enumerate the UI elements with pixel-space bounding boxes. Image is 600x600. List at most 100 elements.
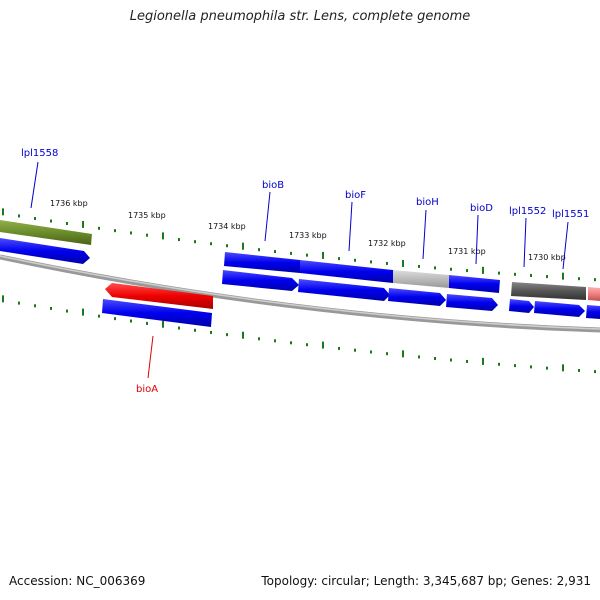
gene-arrow[interactable] [298,279,390,301]
minor-tick [594,370,596,374]
gene-bioB-outer[interactable] [224,252,300,273]
minor-tick [338,346,340,350]
minor-tick [578,277,580,281]
major-tick [562,364,564,372]
major-tick [482,357,484,365]
major-tick [402,259,404,267]
major-tick [82,308,84,316]
gene-lpl1552-outer[interactable] [511,282,586,300]
minor-tick [98,314,100,318]
minor-tick [226,244,228,248]
gene-arrow[interactable] [509,299,534,313]
minor-tick [178,238,180,242]
minor-tick [434,266,436,270]
minor-tick [546,275,548,279]
minor-tick [386,352,388,356]
gene-arrow[interactable] [388,288,446,306]
major-tick [242,331,244,339]
gene-bioH-outer[interactable] [393,270,449,288]
major-tick [2,208,4,216]
genome-backbone-highlight [0,255,600,330]
gene-label-lpl1558[interactable]: lpl1558 [21,148,58,159]
label-leader [523,217,527,268]
gene-bioD-outer[interactable] [449,275,500,293]
minor-tick [178,326,180,330]
gene-label-bioF[interactable]: bioF [345,190,366,201]
minor-tick [226,333,228,337]
gene-arrow[interactable] [102,299,212,327]
minor-tick [274,250,276,254]
label-leader [30,161,39,209]
major-tick [242,242,244,250]
scale-ticks-inner [2,295,596,374]
minor-tick [98,226,100,230]
major-tick [322,251,324,259]
major-tick [82,220,84,228]
minor-tick [466,359,468,363]
minor-tick [306,343,308,347]
minor-tick [370,260,372,264]
minor-tick [274,339,276,343]
minor-tick [514,364,516,368]
label-leader [147,335,154,379]
minor-tick [146,233,148,237]
minor-tick [594,278,596,282]
minor-tick [114,317,116,321]
scale-label: 1732 kbp [368,239,406,248]
minor-tick [418,264,420,268]
gene-lpl1551-outer[interactable] [588,287,600,301]
gene-arrow[interactable] [446,294,498,311]
major-tick [162,320,164,328]
minor-tick [146,321,148,325]
minor-tick [466,269,468,273]
gene-label-lpl1552[interactable]: lpl1552 [509,206,546,217]
minor-tick [210,242,212,246]
minor-tick [338,257,340,261]
accession-text: Accession: NC_006369 [9,574,146,588]
gene-bioF-outer[interactable] [300,260,393,283]
minor-tick [50,219,52,223]
gene-bioA-arrow[interactable] [105,283,213,309]
scale-ticks-outer [2,208,596,282]
scale-label: 1734 kbp [208,222,246,231]
gene-lpl1558-outer[interactable] [0,220,92,245]
minor-tick [354,258,356,262]
gene-track-outer [0,220,600,301]
minor-tick [34,304,36,308]
minor-tick [418,355,420,359]
major-tick [482,266,484,274]
gene-label-bioH[interactable]: bioH [416,197,439,208]
gene-label-lpl1551[interactable]: lpl1551 [552,209,589,220]
gene-arrow[interactable] [586,305,600,319]
minor-tick [18,301,20,305]
map-title: Legionella pneumophila str. Lens, comple… [129,9,471,24]
scale-label: 1736 kbp [50,199,88,208]
gene-label-bioB[interactable]: bioB [262,180,284,191]
minor-tick [530,365,532,369]
major-tick [402,350,404,358]
minor-tick [114,229,116,233]
major-tick [162,232,164,240]
minor-tick [450,358,452,362]
gene-label-bioA[interactable]: bioA [136,384,158,395]
gene-arrow[interactable] [534,301,585,317]
minor-tick [290,251,292,255]
minor-tick [130,319,132,323]
gene-arrow[interactable] [222,270,299,291]
scale-label: 1735 kbp [128,211,166,220]
minor-tick [66,222,68,226]
gene-arrow[interactable] [0,238,90,264]
minor-tick [530,273,532,277]
genome-backbone [0,254,600,333]
scale-label: 1730 kbp [528,253,566,262]
minor-tick [34,217,36,221]
minor-tick [498,362,500,366]
minor-tick [434,356,436,360]
minor-tick [130,231,132,235]
genome-summary-text: Topology: circular; Length: 3,345,687 bp… [261,574,591,588]
label-leader [264,191,271,242]
gene-track-inner [0,238,600,327]
gene-label-bioD[interactable]: bioD [470,203,493,214]
scale-labels: 1736 kbp 1735 kbp 1734 kbp 1733 kbp 1732… [50,199,566,262]
